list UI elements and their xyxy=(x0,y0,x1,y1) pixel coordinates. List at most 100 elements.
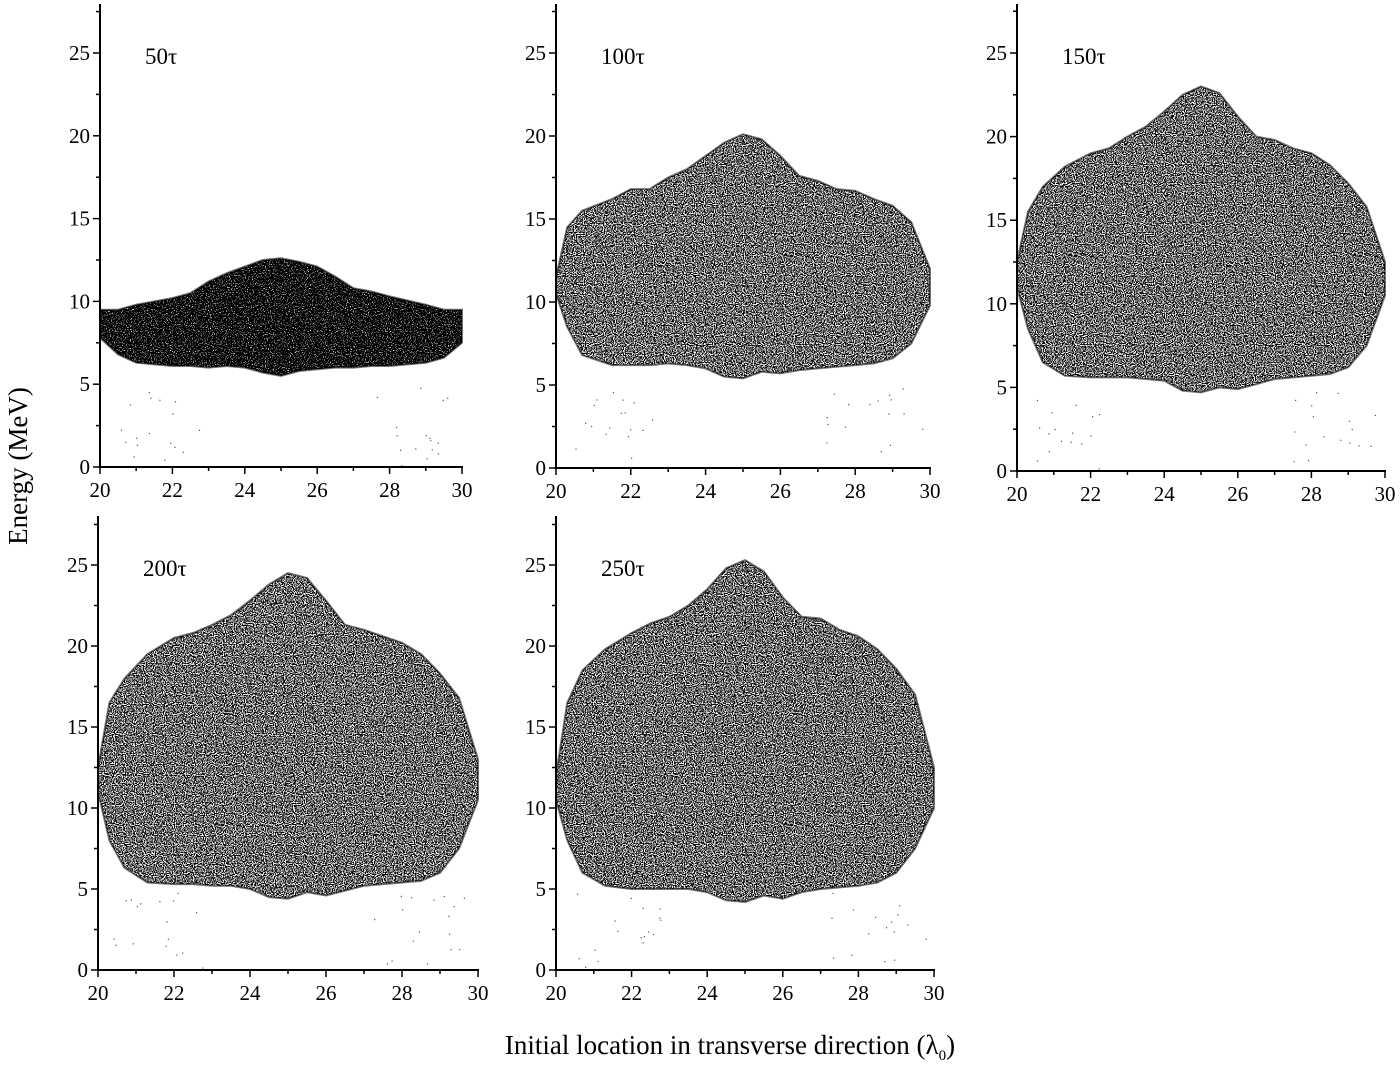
stray-point xyxy=(888,413,890,415)
y-tick-label: 0 xyxy=(80,455,91,479)
x-tick-label: 20 xyxy=(88,981,109,1005)
stray-point xyxy=(1081,443,1083,445)
stray-point xyxy=(130,899,132,901)
x-tick-label: 22 xyxy=(620,479,641,503)
x-tick-label: 20 xyxy=(546,479,567,503)
stray-point xyxy=(903,413,905,415)
stray-point xyxy=(1311,405,1313,407)
stray-point xyxy=(922,428,924,430)
stray-point xyxy=(868,933,870,935)
stray-point xyxy=(624,412,626,414)
panel-time-label: 200τ xyxy=(143,556,187,581)
stray-point xyxy=(884,961,886,963)
stray-point xyxy=(631,457,633,459)
stray-point xyxy=(869,403,871,406)
stray-point xyxy=(1036,460,1039,462)
stray-point xyxy=(660,919,662,921)
y-tick-label: 10 xyxy=(67,796,88,820)
y-axis-label: Energy (MeV) xyxy=(3,387,33,545)
stray-point xyxy=(893,931,895,933)
y-tick-label: 25 xyxy=(69,41,90,65)
y-tick-label: 10 xyxy=(525,796,546,820)
y-tick-label: 5 xyxy=(536,373,547,397)
stray-point xyxy=(578,958,580,960)
stray-point xyxy=(136,906,138,908)
x-tick-label: 26 xyxy=(316,981,337,1005)
y-tick-label: 25 xyxy=(986,41,1007,65)
x-tick-label: 26 xyxy=(1227,482,1248,506)
stray-point xyxy=(889,444,891,446)
stray-point xyxy=(889,394,891,396)
stray-point xyxy=(643,936,645,938)
panel-2: 0 5 10 15 20 25 20 22 24 26 28 30 100τ xyxy=(525,4,941,503)
stray-point xyxy=(1060,440,1062,442)
stray-point xyxy=(594,949,596,951)
stray-point xyxy=(411,897,413,899)
panel-time-label: 50τ xyxy=(145,44,177,69)
stray-point xyxy=(826,417,828,419)
stray-point xyxy=(1358,445,1360,447)
x-tick-label: 22 xyxy=(162,478,183,502)
x-tick-label: 26 xyxy=(307,478,328,502)
stray-point xyxy=(1294,431,1296,433)
stray-point xyxy=(165,945,167,947)
x-axis-label: Initial location in transverse direction… xyxy=(400,1030,1060,1065)
stray-point xyxy=(453,906,455,908)
scatter-cloud-edge xyxy=(1016,85,1386,394)
stray-point xyxy=(1370,445,1372,447)
stray-point xyxy=(648,931,650,933)
stray-point xyxy=(174,446,176,448)
panel-4: 0 5 10 15 20 25 20 22 24 26 28 30 200τ xyxy=(67,516,489,1005)
stray-point xyxy=(1312,416,1314,418)
stray-point xyxy=(182,451,184,453)
x-tick-label: 26 xyxy=(772,981,793,1005)
stray-point xyxy=(1090,435,1092,437)
stray-point xyxy=(136,437,138,439)
y-tick-label: 0 xyxy=(536,456,547,480)
stray-point xyxy=(1075,404,1077,406)
stray-point xyxy=(925,938,927,940)
stray-point xyxy=(182,952,184,954)
stray-point xyxy=(577,893,579,895)
stray-point xyxy=(596,399,598,401)
stray-point xyxy=(907,924,909,926)
x-tick-label: 24 xyxy=(234,478,256,502)
x-tick-label: 24 xyxy=(695,479,717,503)
stray-point xyxy=(832,892,834,895)
stray-point xyxy=(1293,461,1295,463)
x-tick-label: 28 xyxy=(379,478,400,502)
stray-point xyxy=(449,933,451,935)
scatter-cloud xyxy=(556,134,930,379)
stray-point xyxy=(1295,399,1297,401)
stray-point xyxy=(617,930,619,932)
stray-point xyxy=(140,903,142,905)
stray-point xyxy=(622,399,624,401)
y-tick-label: 15 xyxy=(986,208,1007,232)
stray-point xyxy=(1337,392,1339,394)
stray-point xyxy=(113,938,115,940)
stray-point xyxy=(120,429,123,431)
y-tick-label: 25 xyxy=(525,553,546,577)
stray-point xyxy=(827,423,829,426)
x-tick-label: 30 xyxy=(924,981,945,1005)
y-tick-label: 25 xyxy=(525,41,546,65)
stray-point xyxy=(115,944,117,946)
stray-point xyxy=(426,963,429,965)
stray-point xyxy=(833,393,835,395)
stray-point xyxy=(852,909,855,911)
stray-point xyxy=(176,954,178,956)
scatter-cloud xyxy=(556,560,934,902)
panel-time-label: 250τ xyxy=(601,556,645,581)
y-tick-label: 5 xyxy=(997,375,1008,399)
y-tick-label: 15 xyxy=(69,207,90,231)
x-tick-label: 22 xyxy=(621,981,642,1005)
stray-point xyxy=(653,933,655,936)
scatter-cloud xyxy=(1017,86,1385,393)
stray-point xyxy=(418,931,420,933)
stray-point xyxy=(426,458,428,460)
stray-point xyxy=(575,448,577,450)
stray-point xyxy=(401,465,403,467)
stray-point xyxy=(826,442,828,444)
stray-point xyxy=(640,937,642,939)
stray-point xyxy=(402,909,404,911)
